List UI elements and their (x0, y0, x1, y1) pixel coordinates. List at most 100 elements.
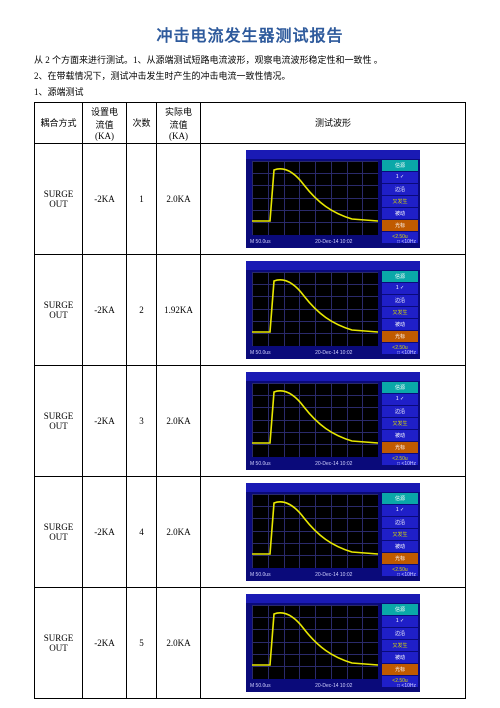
scope-trace (252, 494, 378, 568)
scope-side-button: 光标 (382, 664, 418, 675)
cell-actual: 2.0KA (157, 476, 201, 587)
scope-side-button: 边沿 (382, 184, 418, 195)
scope-trace (252, 383, 378, 457)
scope-bottombar: M 50.0us20-Dec-14 10:02□ <10Hz (250, 349, 416, 358)
scope-trace (252, 272, 378, 346)
scope-bottombar: M 50.0us20-Dec-14 10:02□ <10Hz (250, 571, 416, 580)
cell-actual: 2.0KA (157, 587, 201, 698)
scope-trace (252, 605, 378, 679)
oscilloscope-screenshot: 信源1 ✓边沿又发生被动光标<2.50u M 50.0us20-Dec-14 1… (246, 150, 420, 248)
cell-count: 3 (127, 365, 157, 476)
scope-side-panel: 信源1 ✓边沿又发生被动光标<2.50u (382, 271, 418, 354)
cell-actual: 2.0KA (157, 143, 201, 254)
scope-plot (252, 161, 378, 235)
scope-side-button: 1 ✓ (382, 505, 418, 516)
scope-plot (252, 272, 378, 346)
th-mode: 耦合方式 (35, 102, 83, 143)
scope-side-button: 边沿 (382, 517, 418, 528)
scope-side-button: 信源 (382, 382, 418, 393)
table-row: SURGEOUT -2KA 5 2.0KA 信源1 ✓边沿又发生被动光标<2.5… (35, 587, 466, 698)
th-set: 设置电 流值 (KA) (83, 102, 127, 143)
cell-set: -2KA (83, 254, 127, 365)
scope-topbar (246, 483, 420, 492)
scope-side-button: 信源 (382, 160, 418, 171)
scope-side-panel: 信源1 ✓边沿又发生被动光标<2.50u (382, 604, 418, 687)
cell-mode: SURGEOUT (35, 365, 83, 476)
cell-wave: 信源1 ✓边沿又发生被动光标<2.50u M 50.0us20-Dec-14 1… (201, 587, 466, 698)
scope-topbar (246, 594, 420, 603)
scope-side-button: 被动 (382, 652, 418, 663)
scope-side-button: 又发生 (382, 307, 418, 318)
th-count: 次数 (127, 102, 157, 143)
scope-side-button: 1 ✓ (382, 616, 418, 627)
scope-side-button: 信源 (382, 271, 418, 282)
cell-wave: 信源1 ✓边沿又发生被动光标<2.50u M 50.0us20-Dec-14 1… (201, 476, 466, 587)
table-row: SURGEOUT -2KA 2 1.92KA 信源1 ✓边沿又发生被动光标<2.… (35, 254, 466, 365)
scope-plot (252, 494, 378, 568)
cell-set: -2KA (83, 143, 127, 254)
scope-side-button: 1 ✓ (382, 283, 418, 294)
cell-count: 2 (127, 254, 157, 365)
oscilloscope-screenshot: 信源1 ✓边沿又发生被动光标<2.50u M 50.0us20-Dec-14 1… (246, 594, 420, 692)
oscilloscope-screenshot: 信源1 ✓边沿又发生被动光标<2.50u M 50.0us20-Dec-14 1… (246, 261, 420, 359)
cell-actual: 2.0KA (157, 365, 201, 476)
cell-wave: 信源1 ✓边沿又发生被动光标<2.50u M 50.0us20-Dec-14 1… (201, 254, 466, 365)
scope-side-button: 又发生 (382, 529, 418, 540)
scope-side-button: 又发生 (382, 196, 418, 207)
th-wave: 测试波形 (201, 102, 466, 143)
scope-side-button: 被动 (382, 430, 418, 441)
scope-side-button: 信源 (382, 493, 418, 504)
table-row: SURGEOUT -2KA 3 2.0KA 信源1 ✓边沿又发生被动光标<2.5… (35, 365, 466, 476)
scope-side-panel: 信源1 ✓边沿又发生被动光标<2.50u (382, 493, 418, 576)
scope-side-button: 边沿 (382, 295, 418, 306)
cell-count: 4 (127, 476, 157, 587)
scope-side-panel: 信源1 ✓边沿又发生被动光标<2.50u (382, 382, 418, 465)
scope-side-button: 被动 (382, 319, 418, 330)
intro-line: 1、源端测试 (34, 86, 466, 100)
scope-topbar (246, 150, 420, 159)
oscilloscope-screenshot: 信源1 ✓边沿又发生被动光标<2.50u M 50.0us20-Dec-14 1… (246, 372, 420, 470)
scope-topbar (246, 261, 420, 270)
scope-side-button: 又发生 (382, 640, 418, 651)
scope-trace (252, 161, 378, 235)
scope-side-button: 又发生 (382, 418, 418, 429)
scope-side-button: 被动 (382, 208, 418, 219)
cell-actual: 1.92KA (157, 254, 201, 365)
scope-side-button: 光标 (382, 553, 418, 564)
scope-bottombar: M 50.0us20-Dec-14 10:02□ <10Hz (250, 460, 416, 469)
oscilloscope-screenshot: 信源1 ✓边沿又发生被动光标<2.50u M 50.0us20-Dec-14 1… (246, 483, 420, 581)
scope-side-button: 信源 (382, 604, 418, 615)
scope-bottombar: M 50.0us20-Dec-14 10:02□ <10Hz (250, 682, 416, 691)
page-title: 冲击电流发生器测试报告 (34, 22, 466, 46)
scope-bottombar: M 50.0us20-Dec-14 10:02□ <10Hz (250, 238, 416, 247)
scope-side-button: 边沿 (382, 628, 418, 639)
th-actual: 实际电 流值 (KA) (157, 102, 201, 143)
scope-side-panel: 信源1 ✓边沿又发生被动光标<2.50u (382, 160, 418, 243)
scope-topbar (246, 372, 420, 381)
scope-plot (252, 605, 378, 679)
cell-mode: SURGEOUT (35, 476, 83, 587)
cell-set: -2KA (83, 587, 127, 698)
scope-side-button: 边沿 (382, 406, 418, 417)
scope-plot (252, 383, 378, 457)
cell-wave: 信源1 ✓边沿又发生被动光标<2.50u M 50.0us20-Dec-14 1… (201, 365, 466, 476)
cell-set: -2KA (83, 365, 127, 476)
scope-side-button: 光标 (382, 331, 418, 342)
cell-mode: SURGEOUT (35, 587, 83, 698)
scope-side-button: 被动 (382, 541, 418, 552)
cell-mode: SURGEOUT (35, 254, 83, 365)
cell-set: -2KA (83, 476, 127, 587)
intro-line: 2、在带载情况下，测试冲击发生时产生的冲击电流一致性情况。 (34, 70, 466, 84)
cell-mode: SURGEOUT (35, 143, 83, 254)
intro: 从 2 个方面来进行测试。1、从源端测试短路电流波形，观察电流波形稳定性和一致性… (34, 54, 466, 100)
scope-side-button: 光标 (382, 220, 418, 231)
scope-side-button: 光标 (382, 442, 418, 453)
table-header-row: 耦合方式 设置电 流值 (KA) 次数 实际电 流值 (KA) 测试波形 (35, 102, 466, 143)
scope-side-button: 1 ✓ (382, 394, 418, 405)
table-row: SURGEOUT -2KA 1 2.0KA 信源1 ✓边沿又发生被动光标<2.5… (35, 143, 466, 254)
table-row: SURGEOUT -2KA 4 2.0KA 信源1 ✓边沿又发生被动光标<2.5… (35, 476, 466, 587)
cell-count: 5 (127, 587, 157, 698)
cell-count: 1 (127, 143, 157, 254)
cell-wave: 信源1 ✓边沿又发生被动光标<2.50u M 50.0us20-Dec-14 1… (201, 143, 466, 254)
test-table: 耦合方式 设置电 流值 (KA) 次数 实际电 流值 (KA) 测试波形 SUR… (34, 102, 466, 699)
